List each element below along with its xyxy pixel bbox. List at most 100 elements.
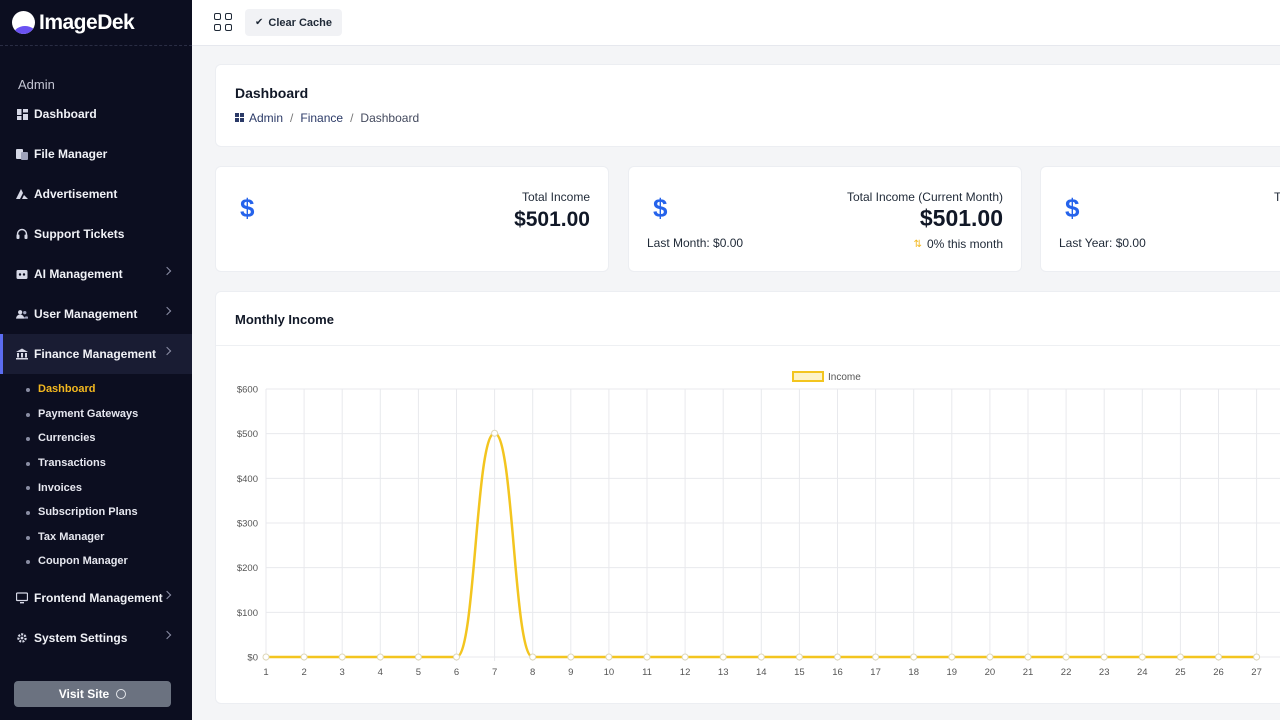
x-tick-label: 18 <box>908 667 919 678</box>
data-point <box>300 653 308 661</box>
data-point <box>681 653 689 661</box>
x-tick-label: 7 <box>492 667 497 678</box>
data-point <box>872 653 880 661</box>
data-point <box>338 653 346 661</box>
x-tick-label: 1 <box>263 667 268 678</box>
submenu-item-invoices[interactable]: Invoices <box>0 475 192 500</box>
x-tick-label: 9 <box>568 667 573 678</box>
stat-value: $501.00 <box>919 205 1003 231</box>
sidebar-item-advertisement[interactable]: Advertisement <box>0 174 192 214</box>
divider <box>216 345 1280 346</box>
brand-logo[interactable]: ImageDek <box>0 0 192 46</box>
y-tick-label: $500 <box>237 429 258 440</box>
stat-change-label: 0% this month <box>926 237 1003 251</box>
submenu-item-coupon-manager[interactable]: Coupon Manager <box>0 549 192 574</box>
sidebar-item-system-settings[interactable]: System Settings <box>0 618 192 658</box>
total-income-card: $ Total Income $501.00 <box>215 166 609 272</box>
y-tick-label: $600 <box>237 385 258 396</box>
submenu-item-transactions[interactable]: Transactions <box>0 451 192 476</box>
y-tick-label: $300 <box>237 519 258 530</box>
chevron-right-icon <box>162 630 172 639</box>
yearly-income-card: $ To Last Year: $0.00 <box>1040 166 1280 272</box>
dashboard-icon <box>235 113 245 123</box>
x-tick-label: 15 <box>794 667 805 678</box>
data-point <box>376 653 384 661</box>
trend-icon: ⇅ <box>913 238 922 250</box>
clear-cache-label: Clear Cache <box>268 16 332 29</box>
x-tick-label: 27 <box>1251 667 1262 678</box>
data-point <box>1024 653 1032 661</box>
x-tick-label: 14 <box>756 667 767 678</box>
stat-subtext: Last Month: $0.00 <box>647 236 744 250</box>
y-tick-label: $100 <box>237 608 258 619</box>
brand-name: ImageDek <box>39 10 135 34</box>
sidebar-item-label: AI Management <box>34 267 123 281</box>
data-point <box>1062 653 1070 661</box>
x-tick-label: 19 <box>947 667 958 678</box>
stat-label: To <box>1274 190 1280 204</box>
breadcrumb-admin[interactable]: Admin <box>249 111 284 125</box>
clear-cache-button[interactable]: ✔ Clear Cache <box>245 9 342 36</box>
submenu-item-subscription-plans[interactable]: Subscription Plans <box>0 500 192 525</box>
data-point <box>1138 653 1146 661</box>
sidebar-item-label: File Manager <box>34 147 108 161</box>
broom-icon: ✔ <box>255 17 264 28</box>
data-point <box>414 653 422 661</box>
sidebar-item-dashboard[interactable]: Dashboard <box>0 94 192 134</box>
stat-subtext: Last Year: $0.00 <box>1059 236 1146 250</box>
x-tick-label: 22 <box>1061 667 1072 678</box>
data-point <box>910 653 918 661</box>
sidebar-item-label: Dashboard <box>34 107 97 121</box>
sidebar-item-file-manager[interactable]: File Manager <box>0 134 192 174</box>
data-point <box>986 653 994 661</box>
chevron-right-icon <box>162 590 172 599</box>
sidebar-section-label: Admin <box>18 77 55 92</box>
stat-change: ⇅ 0% this month <box>914 237 1003 251</box>
visit-site-button[interactable]: Visit Site <box>14 681 171 707</box>
apps-grid-icon[interactable] <box>214 13 234 33</box>
data-point <box>1215 653 1222 661</box>
sidebar: ImageDek Admin Dashboard File Manager Ad… <box>0 0 192 720</box>
x-tick-label: 11 <box>642 667 652 678</box>
data-point <box>948 653 956 661</box>
x-tick-label: 16 <box>832 667 843 678</box>
data-point <box>262 653 270 661</box>
sidebar-item-label: Finance Management <box>34 347 157 361</box>
sidebar-item-ai-management[interactable]: AI Management <box>0 254 192 294</box>
sidebar-item-support-tickets[interactable]: Support Tickets <box>0 214 192 254</box>
y-tick-label: $200 <box>237 563 258 574</box>
submenu-item-currencies[interactable]: Currencies <box>0 426 192 451</box>
data-point <box>1253 653 1261 661</box>
data-point <box>1100 653 1108 661</box>
monitor-icon <box>16 592 28 604</box>
finance-submenu: Dashboard Payment Gateways Currencies Tr… <box>0 374 192 578</box>
sidebar-item-finance-management[interactable]: Finance Management <box>0 334 192 374</box>
data-point <box>491 429 499 437</box>
x-tick-label: 26 <box>1213 667 1224 678</box>
users-icon <box>16 308 28 320</box>
x-tick-label: 12 <box>680 667 691 678</box>
data-point <box>757 653 765 661</box>
chevron-right-icon <box>162 306 172 316</box>
x-tick-label: 25 <box>1175 667 1186 678</box>
breadcrumb-separator: / <box>290 111 294 125</box>
submenu-item-dashboard[interactable]: Dashboard <box>0 377 192 402</box>
topbar: ✔ Clear Cache <box>192 0 1280 46</box>
submenu-item-payment-gateways[interactable]: Payment Gateways <box>0 402 192 427</box>
sidebar-item-frontend-management[interactable]: Frontend Management <box>0 578 192 618</box>
advertisement-icon <box>16 188 28 200</box>
ai-icon <box>16 268 28 280</box>
data-point <box>643 653 651 661</box>
sidebar-item-label: System Settings <box>34 630 128 645</box>
data-point <box>1176 653 1184 661</box>
sidebar-item-user-management[interactable]: User Management <box>0 294 192 334</box>
submenu-item-tax-manager[interactable]: Tax Manager <box>0 525 192 550</box>
data-point <box>605 653 613 661</box>
dollar-icon: $ <box>653 193 668 223</box>
x-tick-label: 5 <box>416 667 421 678</box>
visit-site-label: Visit Site <box>58 687 110 701</box>
legend-label: Income <box>828 372 861 383</box>
breadcrumb-finance[interactable]: Finance <box>300 111 344 125</box>
bank-icon <box>16 348 28 360</box>
logo-icon <box>12 11 35 34</box>
